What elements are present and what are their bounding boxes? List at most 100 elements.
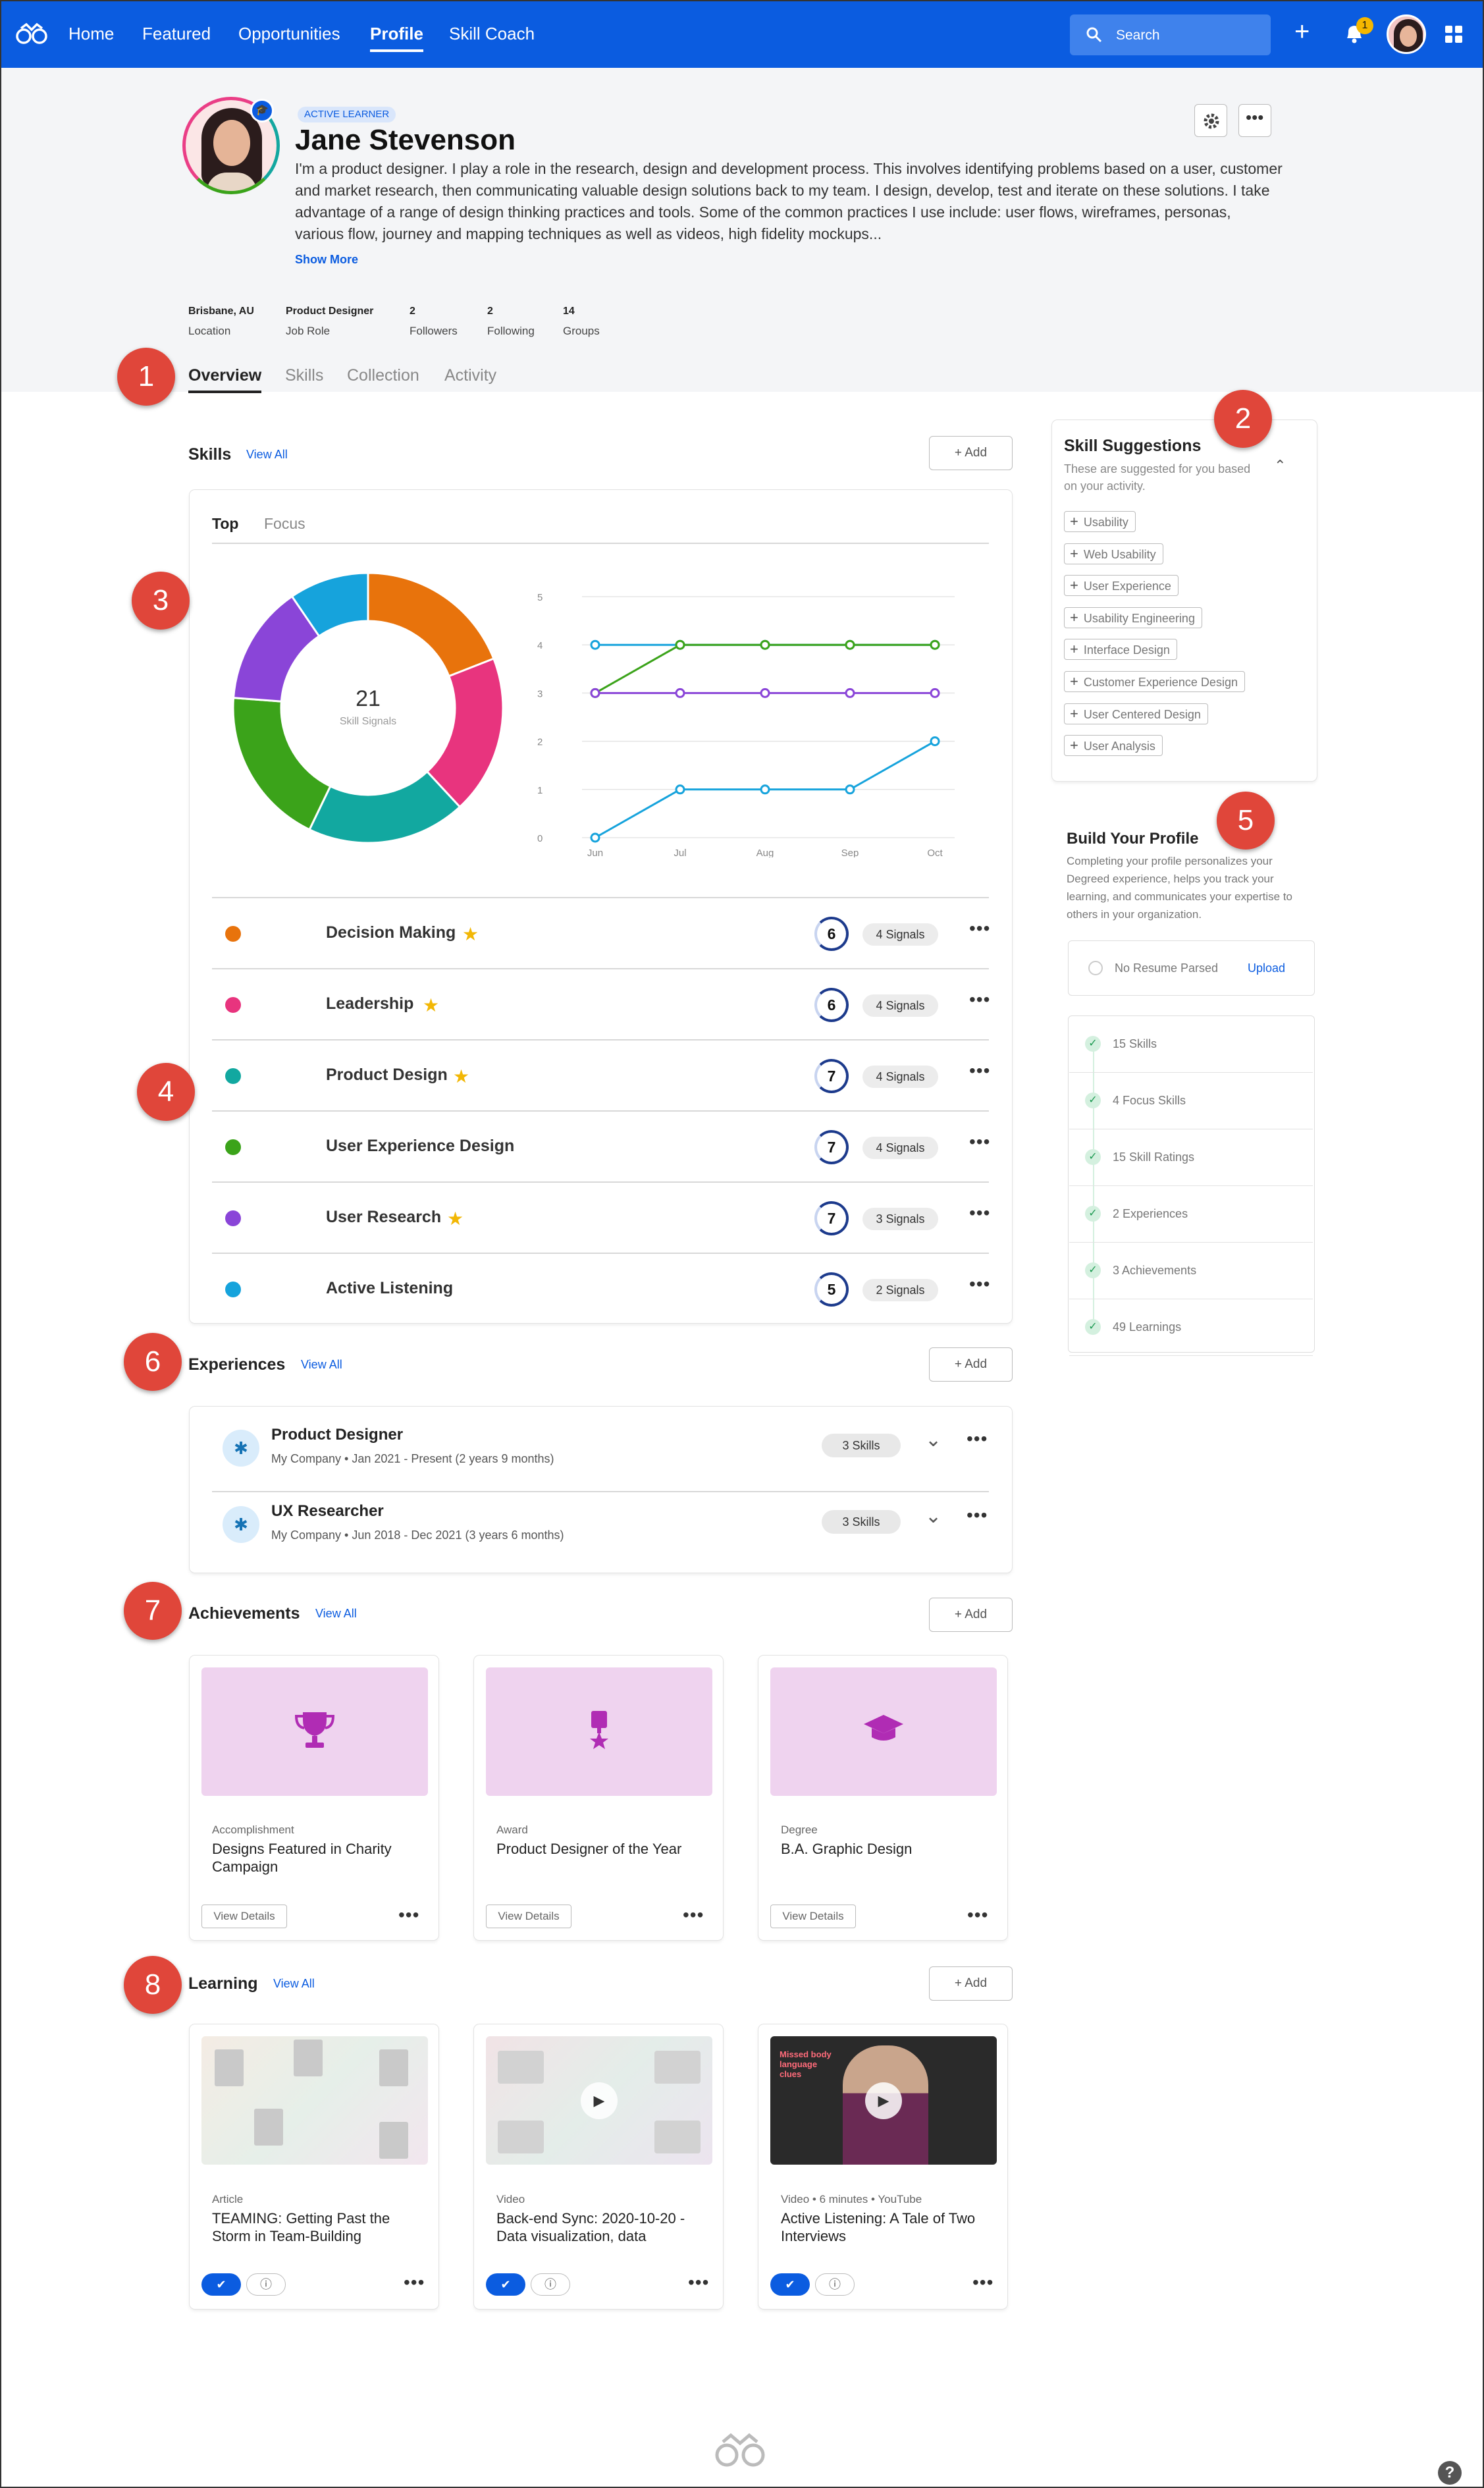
skill-suggestion-tag[interactable]: + Usability (1064, 511, 1136, 532)
tab-skills[interactable]: Skills (285, 366, 324, 385)
learning-more-options-icon[interactable]: ••• (688, 2272, 710, 2292)
data-point[interactable] (845, 688, 855, 698)
meta-following-value[interactable]: 2 (487, 306, 493, 317)
experience-more-options-icon[interactable]: ••• (967, 1505, 988, 1525)
degreed-logo-icon[interactable] (16, 23, 47, 45)
skill-more-options-icon[interactable]: ••• (969, 1274, 991, 1294)
skill-level-indicator[interactable]: 6 (814, 988, 849, 1022)
skill-level-indicator[interactable]: 7 (814, 1201, 849, 1235)
experience-title[interactable]: Product Designer (271, 1426, 404, 1444)
meta-followers-label[interactable]: Followers (410, 325, 458, 337)
skill-suggestion-tag[interactable]: + Interface Design (1064, 639, 1177, 661)
nav-featured[interactable]: Featured (142, 24, 211, 43)
settings-button[interactable] (1194, 104, 1227, 137)
nav-opportunities[interactable]: Opportunities (238, 24, 340, 43)
play-button-icon[interactable]: ▶ (581, 2082, 618, 2119)
skill-more-options-icon[interactable]: ••• (969, 1131, 991, 1152)
data-point[interactable] (760, 784, 770, 795)
donut-slice[interactable] (367, 572, 495, 678)
data-point[interactable] (845, 784, 855, 795)
apps-grid-icon[interactable] (1445, 26, 1462, 43)
skill-signals-pill[interactable]: 3 Signals (862, 1208, 938, 1230)
mark-complete-button[interactable]: ✔ (486, 2273, 525, 2296)
data-point[interactable] (760, 639, 770, 650)
data-point[interactable] (675, 639, 685, 650)
skill-row[interactable]: User Experience Design 7 4 Signals ••• (212, 1110, 991, 1181)
achievement-title[interactable]: Product Designer of the Year (496, 1841, 682, 1857)
learning-more-options-icon[interactable]: ••• (404, 2272, 425, 2292)
skills-subtab-top[interactable]: Top (212, 515, 239, 532)
skill-name[interactable]: Product Design (326, 1066, 448, 1084)
donut-slice[interactable] (290, 572, 369, 638)
skill-level-indicator[interactable]: 6 (814, 917, 849, 951)
profile-checklist-item[interactable]: ✓ 15 Skill Ratings (1069, 1129, 1313, 1186)
skill-more-options-icon[interactable]: ••• (969, 1060, 991, 1081)
skill-row[interactable]: User Research ★ 7 3 Signals ••• (212, 1181, 991, 1253)
achievements-add-button[interactable]: + Add (929, 1598, 1013, 1632)
chevron-down-icon[interactable]: ⌄ (925, 1505, 942, 1527)
experience-skills-pill[interactable]: 3 Skills (822, 1434, 901, 1457)
learning-title[interactable]: Active Listening: A Tale of Two Intervie… (781, 2210, 976, 2244)
show-more-link[interactable]: Show More (295, 253, 359, 266)
skill-suggestion-tag[interactable]: + User Centered Design (1064, 703, 1208, 724)
data-point[interactable] (930, 736, 940, 747)
achievement-more-options-icon[interactable]: ••• (683, 1905, 704, 1925)
data-point[interactable] (930, 688, 940, 698)
skill-signals-pill[interactable]: 4 Signals (862, 994, 938, 1017)
mark-complete-button[interactable]: ✔ (770, 2273, 810, 2296)
skill-level-indicator[interactable]: 5 (814, 1272, 849, 1307)
skill-signals-pill[interactable]: 4 Signals (862, 923, 938, 946)
skill-row[interactable]: Decision Making ★ 6 4 Signals ••• (212, 897, 991, 968)
skills-subtab-focus[interactable]: Focus (264, 515, 305, 532)
achievement-title[interactable]: Designs Featured in Charity Campaign (212, 1841, 392, 1875)
skill-more-options-icon[interactable]: ••• (969, 989, 991, 1010)
skill-suggestion-tag[interactable]: + User Experience (1064, 575, 1179, 597)
search-input[interactable]: Search (1070, 14, 1271, 55)
meta-groups-value[interactable]: 14 (563, 306, 575, 317)
skill-level-indicator[interactable]: 7 (814, 1130, 849, 1164)
data-point[interactable] (590, 639, 600, 650)
profile-checklist-item[interactable]: ✓ 15 Skills (1069, 1016, 1313, 1073)
info-button[interactable]: ⓘ (246, 2273, 286, 2296)
view-details-button[interactable]: View Details (201, 1905, 287, 1928)
skill-signals-pill[interactable]: 2 Signals (862, 1279, 938, 1301)
skill-suggestion-tag[interactable]: + Web Usability (1064, 543, 1163, 564)
skill-suggestion-tag[interactable]: + User Analysis (1064, 735, 1163, 757)
skill-suggestion-tag[interactable]: + Usability Engineering (1064, 607, 1202, 628)
tab-collection[interactable]: Collection (347, 366, 419, 385)
view-details-button[interactable]: View Details (770, 1905, 856, 1928)
experiences-add-button[interactable]: + Add (929, 1347, 1013, 1382)
skill-row[interactable]: Leadership ★ 6 4 Signals ••• (212, 968, 991, 1039)
learning-more-options-icon[interactable]: ••• (972, 2272, 994, 2292)
data-point[interactable] (675, 784, 685, 795)
profile-checklist-item[interactable]: ✓ 49 Learnings (1069, 1299, 1313, 1356)
chevron-down-icon[interactable]: ⌄ (925, 1429, 942, 1451)
profile-checklist-item[interactable]: ✓ 3 Achievements (1069, 1243, 1313, 1299)
skills-add-button[interactable]: + Add (929, 436, 1013, 470)
skill-name[interactable]: Decision Making (326, 923, 456, 942)
experiences-view-all-link[interactable]: View All (301, 1358, 342, 1371)
experience-skills-pill[interactable]: 3 Skills (822, 1510, 901, 1534)
skill-name[interactable]: User Experience Design (326, 1137, 515, 1155)
profile-checklist-item[interactable]: ✓ 2 Experiences (1069, 1186, 1313, 1243)
user-avatar[interactable] (1387, 14, 1426, 54)
upload-resume-link[interactable]: Upload (1248, 961, 1286, 975)
data-point[interactable] (590, 688, 600, 698)
tab-activity[interactable]: Activity (444, 366, 497, 385)
tab-overview[interactable]: Overview (188, 366, 262, 393)
skill-name[interactable]: User Research (326, 1208, 442, 1226)
profile-checklist-item[interactable]: ✓ 4 Focus Skills (1069, 1073, 1313, 1129)
skill-name[interactable]: Leadership (326, 994, 414, 1013)
experience-title[interactable]: UX Researcher (271, 1502, 384, 1520)
donut-slice[interactable] (308, 770, 462, 844)
skill-level-indicator[interactable]: 7 (814, 1059, 849, 1093)
help-button[interactable]: ? (1438, 2461, 1462, 2485)
skill-row[interactable]: Product Design ★ 7 4 Signals ••• (212, 1039, 991, 1110)
learning-title[interactable]: Back-end Sync: 2020-10-20 - Data visuali… (496, 2210, 685, 2244)
skill-more-options-icon[interactable]: ••• (969, 1203, 991, 1223)
skill-more-options-icon[interactable]: ••• (969, 918, 991, 938)
achievement-more-options-icon[interactable]: ••• (967, 1905, 989, 1925)
meta-groups-label[interactable]: Groups (563, 325, 600, 337)
plus-create-icon[interactable]: + (1294, 17, 1310, 46)
data-point[interactable] (930, 639, 940, 650)
